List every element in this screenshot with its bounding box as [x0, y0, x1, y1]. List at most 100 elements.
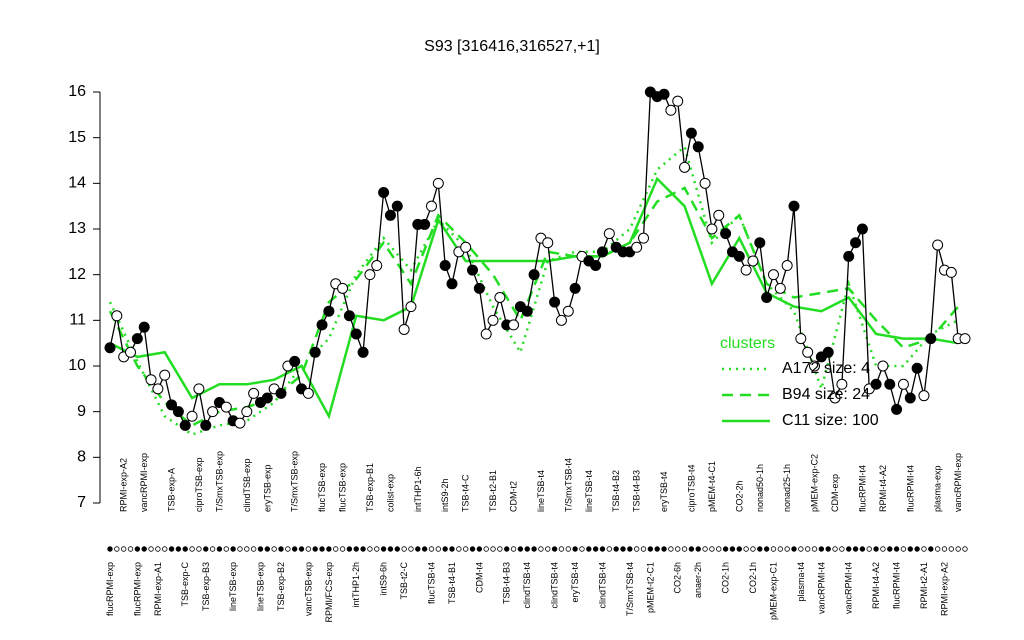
x-tick-label: ciproTSB-t4 [686, 464, 696, 512]
rug-dot [367, 546, 373, 552]
x-tick-label: nonad25-1h [782, 464, 792, 512]
x-tick-label: TSB-exp-C [180, 562, 190, 607]
rug-dot [189, 546, 195, 552]
x-tick-label: TSB-exp-B3 [201, 562, 211, 611]
data-point [343, 310, 355, 322]
data-point [179, 419, 191, 431]
rug-dot [162, 546, 168, 552]
data-point [699, 177, 711, 189]
x-tick-label: flucRPMI-t4 [905, 465, 915, 512]
x-tick-label: anaer-2h [693, 562, 703, 598]
x-tick-label: vancRPMI-exp [139, 453, 149, 512]
x-tick-label: ciproTSB-exp [194, 457, 204, 512]
rug-dot [661, 546, 667, 552]
rug-dot [716, 546, 722, 552]
data-point [350, 328, 362, 340]
rug-dot [599, 546, 606, 552]
rug-dot [702, 546, 708, 552]
rug-dot [394, 546, 400, 552]
data-point [193, 383, 205, 395]
rug-dot [681, 546, 688, 552]
x-tick-label: RPMI-exp-A1 [153, 562, 163, 616]
rug-dot [620, 546, 626, 552]
rug-dot [558, 546, 565, 552]
data-point [528, 269, 540, 281]
legend-label: C11 size: 100 [782, 412, 879, 429]
data-point [549, 296, 561, 308]
data-point [877, 360, 889, 372]
rug-dot [319, 546, 325, 552]
data-point [767, 269, 779, 281]
data-point [207, 406, 219, 418]
data-point [802, 346, 814, 358]
data-point [494, 292, 506, 303]
rug-dot [955, 546, 961, 552]
data-point [720, 228, 732, 240]
rug-dot [326, 546, 332, 552]
rug-dot [462, 546, 469, 552]
data-point [542, 237, 554, 249]
y-tick-label: 10 [68, 357, 86, 374]
data-point [439, 260, 451, 272]
data-point [371, 260, 383, 272]
rug-dot [866, 546, 872, 552]
data-point [925, 333, 937, 345]
data-point [774, 282, 786, 294]
x-tick-label: vancRPMI-exp [953, 453, 963, 512]
rug-dot [285, 546, 291, 552]
x-tick-label: intTHP1-6h [413, 466, 423, 512]
x-tick-label: TSB-t4-B1 [447, 562, 457, 604]
x-tick-label: lineTSB-t4 [584, 470, 594, 512]
data-point [754, 237, 766, 249]
rug-dot [907, 546, 913, 552]
data-point [125, 346, 137, 358]
rug-dot [517, 546, 524, 552]
x-tick-label: vancRPMI-t4 [844, 562, 854, 614]
rug-dot [504, 546, 510, 552]
x-tick-label: RPMI/FCS-exp [324, 562, 334, 623]
rug-dot [880, 546, 886, 552]
data-point [323, 305, 335, 317]
legend-label: A172 size: 4 [782, 360, 870, 377]
rug-dot [962, 546, 968, 552]
data-point [200, 419, 212, 431]
rug-dot [449, 546, 455, 552]
data-point [665, 104, 677, 116]
rug-dot [298, 546, 305, 552]
x-tick-label: plasma-t4 [796, 562, 806, 602]
data-point [679, 161, 691, 173]
x-tick-label: CDM-exp [830, 474, 840, 512]
x-tick-label: RPMI-t4-A2 [878, 465, 888, 512]
data-point [261, 392, 273, 404]
rug-dot [613, 546, 619, 552]
rug-dot [408, 546, 414, 552]
rug-dot [647, 546, 654, 552]
data-point [521, 305, 533, 317]
data-point [234, 417, 246, 429]
x-tick-label: CDM-t2 [509, 481, 519, 512]
x-tick-label: RPMI-exp-A2 [939, 562, 949, 616]
rug-dot [524, 546, 530, 552]
x-tick-label: T/SmxTSB-t4 [625, 562, 635, 616]
rug-dot [606, 546, 613, 552]
data-point [131, 333, 143, 345]
data-point [473, 282, 485, 294]
rug-dot [757, 546, 763, 552]
rug-dot [223, 546, 229, 552]
rug-dot [155, 546, 161, 552]
rug-dot [900, 546, 907, 552]
rug-dot [435, 546, 442, 552]
data-point [932, 239, 944, 251]
x-tick-label: clindTSB-t4 [522, 562, 532, 609]
x-tick-label: pMEM-exp-C2 [810, 454, 820, 512]
data-point [241, 406, 253, 418]
rug-dot [346, 546, 353, 552]
data-point [596, 246, 608, 258]
data-point [419, 218, 431, 230]
data-point [309, 346, 321, 358]
rug-dot [305, 546, 312, 552]
rug-dot [114, 546, 120, 552]
data-point [480, 328, 492, 340]
x-tick-label: CO2-1h [748, 562, 758, 594]
rug-dot [244, 546, 250, 552]
